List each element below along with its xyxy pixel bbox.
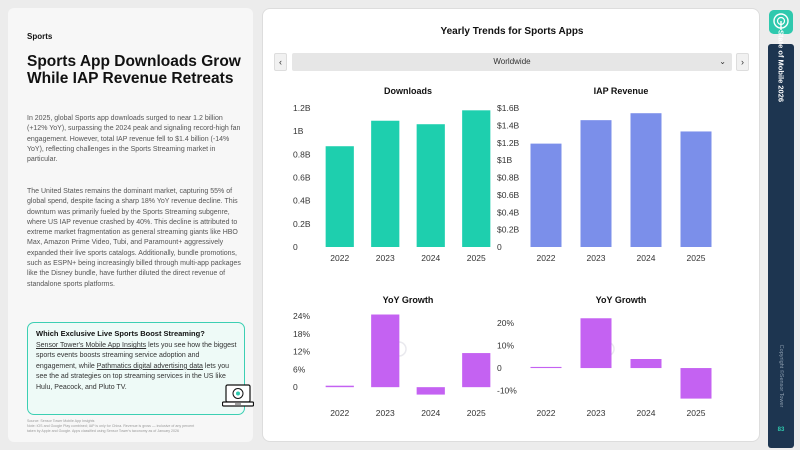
y-tick-label: 0.8B xyxy=(293,149,311,159)
pathmatics-link[interactable]: Pathmatics digital advertising data xyxy=(96,362,203,370)
chart-title: YoY Growth xyxy=(383,295,434,305)
paragraph-1: In 2025, global Sports app downloads sur… xyxy=(27,115,241,164)
page-number: 83 xyxy=(777,427,785,433)
y-tick-label: $1.2B xyxy=(497,138,520,148)
charts-canvas: Downloads 0 0.2B 0.4B 0.6B 0.8B 1B 1.2B 2022 2023… xyxy=(293,86,712,418)
y-tick-label: 0.4B xyxy=(293,196,311,206)
x-tick-label: 2024 xyxy=(421,253,440,263)
next-button[interactable]: › xyxy=(736,53,749,71)
bar xyxy=(580,318,612,369)
x-tick-label: 2025 xyxy=(467,253,486,263)
bar xyxy=(680,368,712,399)
y-tick-label: $1B xyxy=(497,155,512,165)
y-tick-label: -10% xyxy=(497,386,517,396)
x-tick-label: 2022 xyxy=(330,408,349,418)
x-tick-label: 2022 xyxy=(537,253,556,263)
copyright: Copyright ©Sensor Tower xyxy=(778,344,784,408)
chevron-down-icon: ⌄ xyxy=(719,57,726,66)
bar xyxy=(630,359,662,369)
bar xyxy=(530,143,562,247)
y-tick-label: 0.6B xyxy=(293,173,311,183)
bar xyxy=(530,366,562,369)
bar xyxy=(680,131,712,247)
y-tick-label: 0.2B xyxy=(293,219,311,229)
bar xyxy=(371,314,400,388)
mobile-app-insights-link[interactable]: Sensor Tower's Mobile App Insights xyxy=(36,342,147,349)
region-select-value: Worldwide xyxy=(493,57,531,66)
chart-title: YoY Growth xyxy=(596,295,647,305)
bar xyxy=(371,120,400,247)
y-tick-label: 0 xyxy=(497,363,502,373)
x-tick-label: 2023 xyxy=(376,408,395,418)
y-tick-label: $1.4B xyxy=(497,120,520,130)
y-tick-label: 0 xyxy=(497,242,502,252)
y-tick-label: 10% xyxy=(497,340,514,350)
y-tick-label: 1.2B xyxy=(293,103,311,113)
bar xyxy=(462,110,491,247)
panel-title: Yearly Trends for Sports Apps xyxy=(440,26,584,37)
y-tick-label: $0.6B xyxy=(497,190,520,200)
y-tick-label: 0 xyxy=(293,382,298,392)
footnote-note-1: Note: iOS and Google Play combined; IAP … xyxy=(27,424,195,428)
bar xyxy=(580,120,612,247)
bar xyxy=(325,385,354,388)
x-tick-label: 2024 xyxy=(637,253,656,263)
callout-text-2: lets you see the ad strategies on top st… xyxy=(36,362,230,391)
rail-bar xyxy=(768,44,794,448)
y-tick-label: $0.2B xyxy=(497,225,520,235)
report-title: State of Mobile 2026 xyxy=(776,29,786,103)
x-tick-label: 2025 xyxy=(467,408,486,418)
x-tick-label: 2022 xyxy=(330,253,349,263)
x-tick-label: 2024 xyxy=(421,408,440,418)
x-tick-label: 2024 xyxy=(637,408,656,418)
chart-panel: Yearly Trends for Sports Apps ‹ Worldwid… xyxy=(262,8,760,442)
callout-title: Which Exclusive Live Sports Boost Stream… xyxy=(36,329,205,338)
callout-text-1: lets you see how the biggest sports even… xyxy=(36,342,237,370)
x-tick-label: 2023 xyxy=(376,253,395,263)
bar xyxy=(630,113,662,248)
chart-title: IAP Revenue xyxy=(594,86,649,96)
y-tick-label: 0 xyxy=(293,242,298,252)
paragraph-2: The United States remains the dominant m… xyxy=(27,188,241,288)
y-tick-label: $0.4B xyxy=(497,207,520,217)
bar xyxy=(325,146,354,247)
footnote-note-2: taken by Apple and Google. Apps classifi… xyxy=(27,429,180,433)
y-tick-label: $1.6B xyxy=(497,103,520,113)
y-tick-label: 12% xyxy=(293,347,310,357)
category-tag: Sports xyxy=(27,32,53,41)
page-headline: Sports App Downloads Grow While IAP Reve… xyxy=(27,53,241,87)
callout-box: Which Exclusive Live Sports Boost Stream… xyxy=(27,322,245,415)
region-select[interactable]: Worldwide ⌄ xyxy=(292,53,732,71)
bar xyxy=(416,124,445,247)
x-tick-label: 2023 xyxy=(587,408,606,418)
bar xyxy=(462,353,491,388)
right-rail: State of Mobile 2026 Copyright ©Sensor T… xyxy=(768,8,794,448)
y-tick-label: 1B xyxy=(293,126,304,136)
y-tick-label: 20% xyxy=(497,318,514,328)
laptop-icon xyxy=(222,384,254,407)
prev-button[interactable]: ‹ xyxy=(274,53,287,71)
x-tick-label: 2025 xyxy=(687,408,706,418)
chart-title: Downloads xyxy=(384,86,432,96)
y-tick-label: 6% xyxy=(293,364,306,374)
footnote-source: Source: Sensor Tower Mobile App Insights xyxy=(27,419,95,423)
y-tick-label: $0.8B xyxy=(497,173,520,183)
x-tick-label: 2023 xyxy=(587,253,606,263)
sensor-tower-logo-icon xyxy=(769,10,793,34)
bar xyxy=(416,387,445,395)
x-tick-label: 2025 xyxy=(687,253,706,263)
left-panel: Sports Sports App Downloads Grow While I… xyxy=(8,8,254,442)
x-tick-label: 2022 xyxy=(537,408,556,418)
y-tick-label: 24% xyxy=(293,311,310,321)
callout-body: Sensor Tower's Mobile App Insights lets … xyxy=(36,341,241,393)
y-tick-label: 18% xyxy=(293,329,310,339)
